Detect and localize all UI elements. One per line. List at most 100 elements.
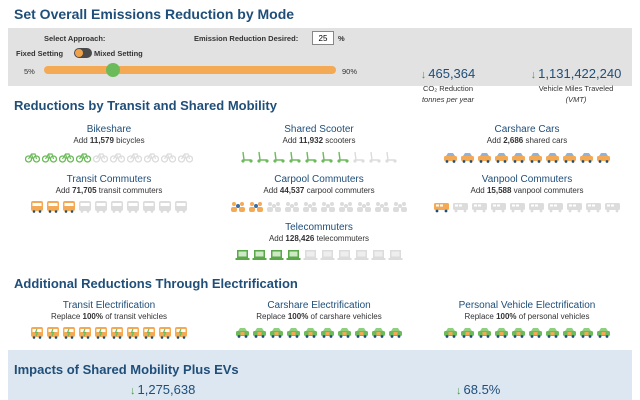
approach-toggle[interactable] [74,48,92,58]
mode-description-prefix: Add [55,186,73,195]
slider-thumb[interactable] [105,63,120,77]
control-panel: Select Approach: Fixed Setting Mixed Set… [8,28,632,104]
bus-icon [141,198,157,215]
mode-count: 71,705 [72,186,97,195]
mode-count: 100% [496,312,517,321]
car-icon [527,148,544,165]
laptop-icon [353,246,370,263]
mode-count: 11,932 [298,136,324,145]
carpool-icon [391,198,409,215]
down-arrow-icon: ↓ [456,385,462,397]
electric-bus-icon [77,324,93,341]
electric-car-icon [476,324,493,341]
electric-car-icon [442,324,459,341]
down-arrow-icon: ↓ [130,385,136,397]
mode-title: Personal Vehicle Electrification [458,300,596,311]
mode-title: Telecommuters [285,222,353,233]
electrification-section-title: Additional Reductions Through Electrific… [14,276,298,291]
bus-icon [77,198,93,215]
scooter-icon [351,148,367,165]
mode-description: Add 15,588 vanpool commuters [432,186,622,195]
mode-description-suffix: of personal vehicles [516,312,590,321]
mode-description-prefix: Add [73,136,90,145]
scooter-icon [239,148,255,165]
icon-row [14,324,204,341]
electric-bus-icon [141,324,157,341]
laptop-icon [319,246,336,263]
bicycle-icon [143,148,160,165]
bus-icon [109,198,125,215]
icon-row [14,148,204,165]
car-icon [544,148,561,165]
scooter-icon [287,148,303,165]
mode-description-suffix: shared cars [523,136,568,145]
electric-car-icon [578,324,595,341]
laptop-icon [370,246,387,263]
electric-car-icon [387,324,404,341]
electric-car-icon [319,324,336,341]
impact-value-2-text: 68.5% [463,382,501,397]
mode-description-prefix: Add [470,186,487,195]
car-icon [561,148,578,165]
laptop-icon [285,246,302,263]
scooter-icon [383,148,399,165]
van-icon [584,198,603,215]
van-icon [508,198,527,215]
transit-section-title: Reductions by Transit and Shared Mobilit… [14,98,277,113]
electric-car-icon [268,324,285,341]
vmt-unit: Vehicle Miles Traveled [538,84,614,93]
bus-icon [93,198,109,215]
laptop-icon [268,246,285,263]
car-icon [595,148,612,165]
electric-car-icon [510,324,527,341]
scooter-icon [367,148,383,165]
carpool-icon [355,198,373,215]
electric-car-icon [561,324,578,341]
carpool-icon [373,198,391,215]
reduction-slider[interactable] [44,66,336,74]
van-icon [451,198,470,215]
van-icon [527,198,546,215]
percent-symbol: % [338,34,345,43]
mode-title: Shared Scooter [284,124,354,135]
reduction-input[interactable] [312,31,334,45]
mode-title: Carshare Cars [494,124,560,135]
reduction-label: Emission Reduction Desired: [194,34,299,43]
mode-block: Transit Commuters Add 71,705 transit comm… [14,174,204,215]
mode-count: 100% [287,312,309,321]
bus-icon [29,198,45,215]
bicycle-icon [126,148,143,165]
van-icon [603,198,622,215]
bicycle-icon [75,148,92,165]
mode-count: 11,579 [89,136,114,145]
electric-car-icon [544,324,561,341]
electric-bus-icon [93,324,109,341]
mode-title: Vanpool Commuters [481,174,573,185]
electric-bus-icon [29,324,45,341]
mode-description-suffix: of carshare vehicles [308,312,382,321]
co2-metric: ↓ 465,364 CO₂ Reduction tonnes per year [398,66,498,104]
mode-count: 15,588 [486,186,512,195]
electric-car-icon [459,324,476,341]
laptop-icon [251,246,268,263]
toggle-knob[interactable] [75,49,83,57]
icon-row [432,198,622,215]
electric-car-icon [595,324,612,341]
van-icon [432,198,451,215]
impacts-title: Impacts of Shared Mobility Plus EVs [14,362,239,377]
mode-block: Telecommuters Add 128,426 telecommuters [224,222,414,260]
mode-description-suffix: telecommuters [314,234,370,243]
electric-car-icon [370,324,387,341]
mode-count: 2,686 [503,136,524,145]
vmt-metric: ↓ 1,131,422,240 Vehicle Miles Traveled (V… [516,66,636,104]
vmt-sub: (VMT) [565,95,587,104]
mode-description: Add 11,932 scooters [224,136,414,145]
mode-block: Bikeshare Add 11,579 bicycles [14,124,204,165]
bus-icon [45,198,61,215]
mode-description-suffix: vanpool commuters [511,186,584,195]
bicycle-icon [177,148,194,165]
van-icon [546,198,565,215]
bus-icon [61,198,77,215]
bus-icon [125,198,141,215]
mode-description-prefix: Add [282,136,299,145]
